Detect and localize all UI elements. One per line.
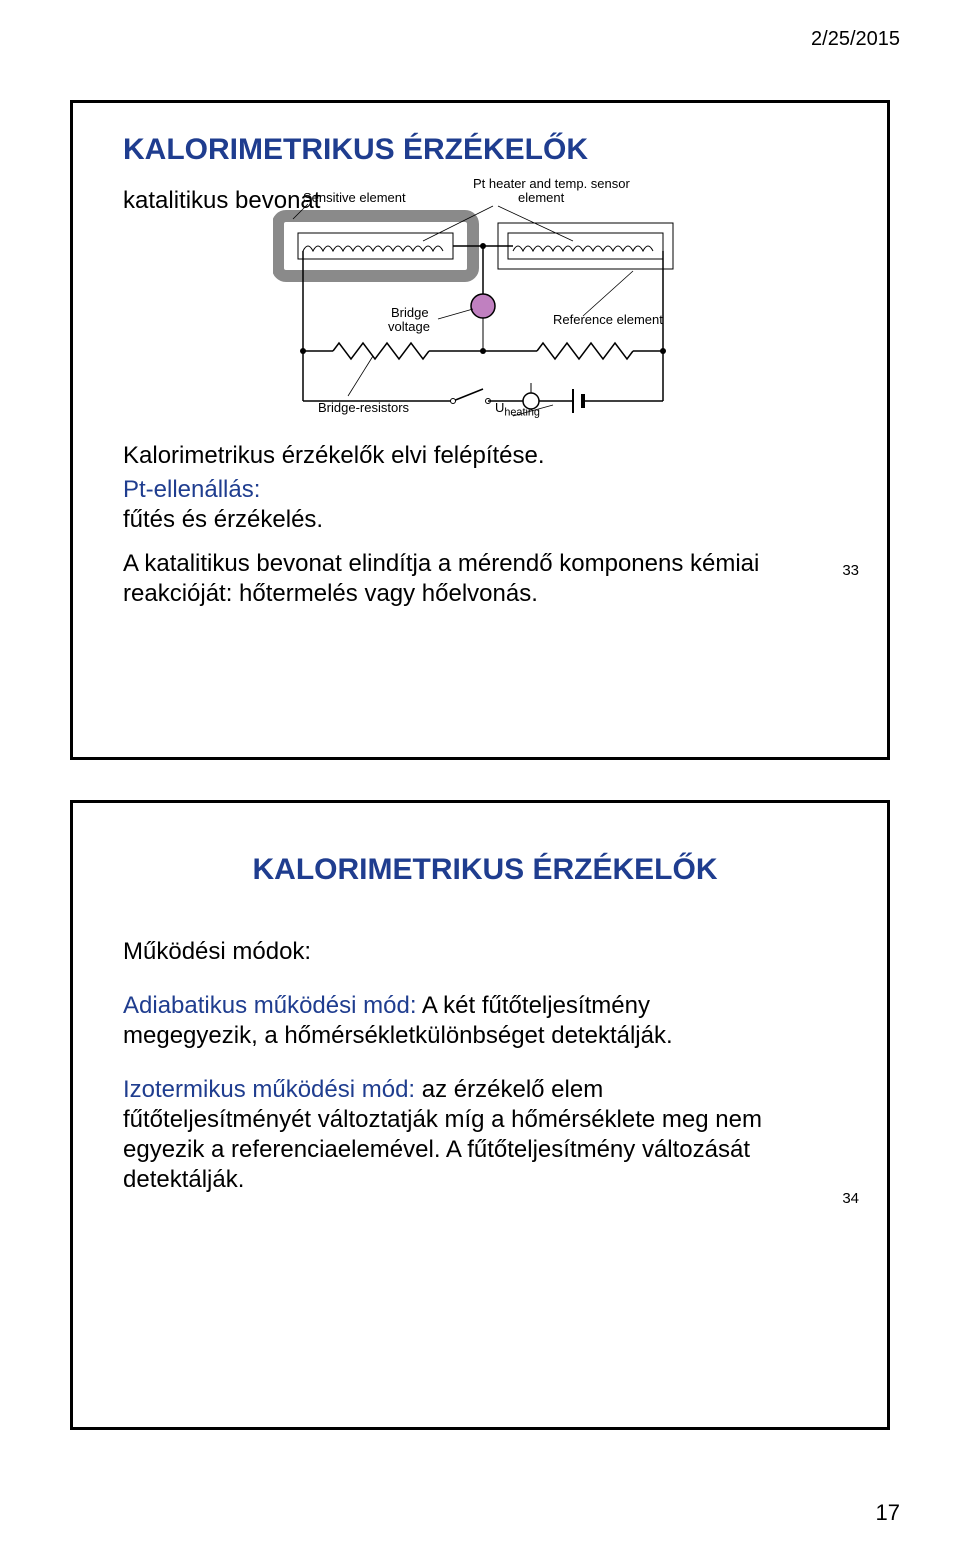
- slide2-isothermal: Izotermikus működési mód: az érzékelő el…: [123, 1075, 763, 1195]
- slide1-body2a: Pt-ellenállás:: [123, 476, 260, 503]
- slide-1: KALORIMETRIKUS ÉRZÉKELŐK katalitikus bev…: [70, 100, 890, 760]
- slide2-pagenum: 34: [842, 1190, 859, 1207]
- footer-pagenum: 17: [0, 1480, 960, 1546]
- header-date: 2/25/2015: [811, 28, 900, 51]
- slide1-body3: A katalitikus bevonat elindítja a mérend…: [123, 549, 763, 609]
- slide1-body2b: fűtés és érzékelés.: [123, 506, 323, 533]
- slide2-modes-heading: Működési módok:: [123, 937, 847, 967]
- slide2-isothermal-label: Izotermikus működési mód:: [123, 1076, 415, 1103]
- slide2-adiabatic: Adiabatikus működési mód: A két fűtőtelj…: [123, 991, 763, 1051]
- slide1-pagenum: 33: [842, 562, 859, 579]
- page: 2/25/2015 KALORIMETRIKUS ÉRZÉKELŐK katal…: [0, 0, 960, 1480]
- slide2-title: KALORIMETRIKUS ÉRZÉKELŐK: [123, 853, 847, 887]
- slide2-adiabatic-label: Adiabatikus működési mód:: [123, 992, 416, 1019]
- circuit-svg: [273, 201, 693, 441]
- slide-2: KALORIMETRIKUS ÉRZÉKELŐK Működési módok:…: [70, 800, 890, 1430]
- slide1-title: KALORIMETRIKUS ÉRZÉKELŐK: [123, 133, 847, 167]
- circuit-diagram: Sensitive element Pt heater and temp. se…: [323, 191, 843, 451]
